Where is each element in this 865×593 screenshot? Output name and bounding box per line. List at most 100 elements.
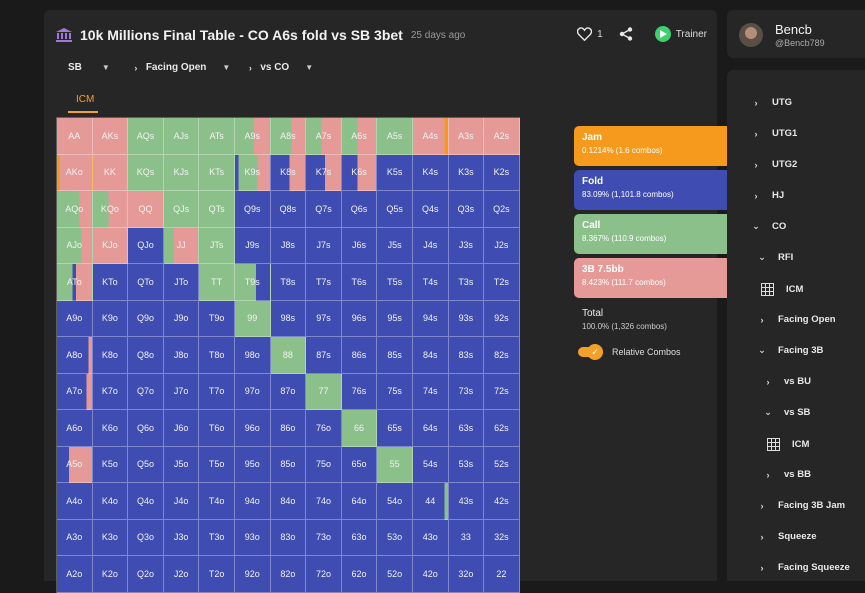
hand-cell[interactable]: J3o	[163, 519, 200, 556]
hand-cell[interactable]: 95o	[234, 446, 271, 483]
hand-cell[interactable]: A3s	[448, 118, 485, 155]
hand-cell[interactable]: K9o	[92, 300, 129, 337]
tree-item[interactable]: ⌄ RFI	[758, 252, 793, 263]
hand-cell[interactable]: QJs	[163, 191, 200, 228]
hand-cell[interactable]: T3o	[199, 519, 235, 556]
hand-cell[interactable]: 88	[270, 337, 307, 374]
hand-cell[interactable]: T9o	[199, 300, 235, 337]
hand-cell[interactable]: 72s	[484, 373, 520, 410]
hand-cell[interactable]: ATs	[199, 118, 235, 155]
hand-cell[interactable]: J7o	[163, 373, 200, 410]
hand-cell[interactable]: A2s	[484, 118, 520, 155]
hand-cell[interactable]: AKs	[92, 118, 129, 155]
hand-cell[interactable]: 86s	[341, 337, 378, 374]
hand-cell[interactable]: J5s	[377, 227, 413, 264]
hand-cell[interactable]: 52o	[377, 556, 413, 593]
hand-cell[interactable]: KQo	[92, 191, 129, 228]
hand-cell[interactable]: 52s	[484, 446, 520, 483]
hand-cell[interactable]: K2o	[92, 556, 129, 593]
hand-cell[interactable]: T2s	[484, 264, 520, 301]
hand-cell[interactable]: 83o	[270, 519, 307, 556]
tree-item[interactable]: › vs BB	[764, 469, 811, 480]
hand-cell[interactable]: 73o	[306, 519, 342, 556]
hand-cell[interactable]: J4s	[412, 227, 449, 264]
hand-cell[interactable]: 98s	[270, 300, 307, 337]
hand-cell[interactable]: KJo	[92, 227, 129, 264]
hand-cell[interactable]: A7o	[57, 373, 93, 410]
hand-cell[interactable]: A6s	[341, 118, 378, 155]
hand-cell[interactable]: 65s	[377, 410, 413, 447]
hand-cell[interactable]: A2o	[57, 556, 93, 593]
hand-cell[interactable]: T2o	[199, 556, 235, 593]
hand-cell[interactable]: Q9o	[128, 300, 164, 337]
hand-cell[interactable]: 77	[306, 373, 342, 410]
hand-cell[interactable]: J9o	[163, 300, 200, 337]
hand-cell[interactable]: K5o	[92, 446, 129, 483]
hand-cell[interactable]: 64s	[412, 410, 449, 447]
hand-cell[interactable]: A7s	[306, 118, 342, 155]
hand-cell[interactable]: J9s	[234, 227, 271, 264]
hand-cell[interactable]: KJs	[163, 154, 200, 191]
hand-cell[interactable]: 94s	[412, 300, 449, 337]
hand-cell[interactable]: 85s	[377, 337, 413, 374]
hand-cell[interactable]: T5o	[199, 446, 235, 483]
hand-cell[interactable]: 43s	[448, 483, 485, 520]
tree-item[interactable]: ICM	[767, 438, 809, 451]
hand-cell[interactable]: 65o	[341, 446, 378, 483]
hand-cell[interactable]: 53s	[448, 446, 485, 483]
hand-cell[interactable]: QJo	[128, 227, 164, 264]
hand-cell[interactable]: 83s	[448, 337, 485, 374]
hand-cell[interactable]: K7o	[92, 373, 129, 410]
hand-cell[interactable]: 62o	[341, 556, 378, 593]
hand-cell[interactable]: T8s	[270, 264, 307, 301]
hand-cell[interactable]: K3o	[92, 519, 129, 556]
tree-item[interactable]: › Facing Squeeze	[758, 562, 850, 573]
tree-item[interactable]: › vs BU	[764, 376, 811, 387]
hand-cell[interactable]: 42s	[484, 483, 520, 520]
hand-cell[interactable]: 76o	[306, 410, 342, 447]
hand-cell[interactable]: 75o	[306, 446, 342, 483]
hand-cell[interactable]: Q6o	[128, 410, 164, 447]
hand-cell[interactable]: KTs	[199, 154, 235, 191]
hand-cell[interactable]: KK	[92, 154, 129, 191]
hand-cell[interactable]: K4s	[412, 154, 449, 191]
hand-cell[interactable]: K7s	[306, 154, 342, 191]
hand-cell[interactable]: 93o	[234, 519, 271, 556]
hand-cell[interactable]: 93s	[448, 300, 485, 337]
hand-cell[interactable]: 54s	[412, 446, 449, 483]
hand-cell[interactable]: K3s	[448, 154, 485, 191]
hand-cell[interactable]: KQs	[128, 154, 164, 191]
tree-item[interactable]: › Facing Open	[758, 314, 836, 325]
hand-cell[interactable]: T3s	[448, 264, 485, 301]
action-box-jam[interactable]: Jam 0.1214% (1.6 combos)	[574, 126, 750, 166]
hand-cell[interactable]: T5s	[377, 264, 413, 301]
hand-cell[interactable]: A5s	[377, 118, 413, 155]
hand-cell[interactable]: T4s	[412, 264, 449, 301]
hand-cell[interactable]: Q2o	[128, 556, 164, 593]
hand-cell[interactable]: AJs	[163, 118, 200, 155]
hand-cell[interactable]: JJ	[163, 227, 200, 264]
hand-cell[interactable]: K6o	[92, 410, 129, 447]
hand-cell[interactable]: J4o	[163, 483, 200, 520]
hand-cell[interactable]: 86o	[270, 410, 307, 447]
breadcrumb-situation[interactable]: › Facing Open ▼	[132, 62, 230, 73]
hand-cell[interactable]: 32o	[448, 556, 485, 593]
hand-cell[interactable]: A5o	[57, 446, 93, 483]
trainer-button[interactable]: Trainer	[654, 26, 707, 42]
hand-cell[interactable]: J6o	[163, 410, 200, 447]
hand-cell[interactable]: JTo	[163, 264, 200, 301]
hand-cell[interactable]: 62s	[484, 410, 520, 447]
hand-cell[interactable]: 73s	[448, 373, 485, 410]
tree-item[interactable]: › UTG	[752, 97, 793, 108]
hand-cell[interactable]: KTo	[92, 264, 129, 301]
breadcrumb-opponent[interactable]: › vs CO ▼	[246, 62, 313, 73]
hand-cell[interactable]: A9o	[57, 300, 93, 337]
hand-cell[interactable]: T4o	[199, 483, 235, 520]
hand-cell[interactable]: J2s	[484, 227, 520, 264]
share-button[interactable]	[619, 27, 633, 41]
hand-cell[interactable]: 96s	[341, 300, 378, 337]
hand-cell[interactable]: Q8o	[128, 337, 164, 374]
hand-cell[interactable]: AJo	[57, 227, 93, 264]
hand-cell[interactable]: Q4o	[128, 483, 164, 520]
hand-cell[interactable]: J6s	[341, 227, 378, 264]
